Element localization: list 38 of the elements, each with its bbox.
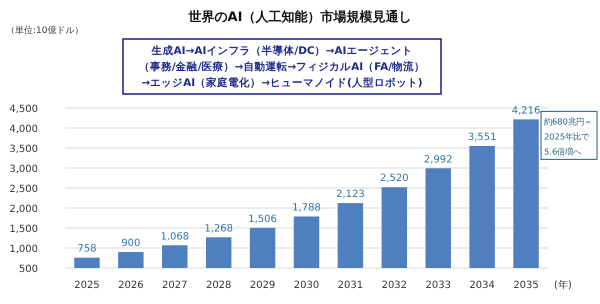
- data-label: 1,068: [160, 231, 190, 242]
- x-tick-label: 2034: [469, 280, 495, 291]
- data-label: 1,268: [204, 223, 233, 234]
- y-tick-label: 4,000: [9, 124, 38, 135]
- x-tick-label: 2032: [382, 280, 408, 291]
- x-axis-title: (年): [554, 279, 572, 291]
- data-label: 1,506: [248, 214, 277, 225]
- data-label: 3,551: [468, 132, 496, 143]
- text: →エッジAI（家庭電化）→ヒューマノイド(人型ロボット): [141, 76, 423, 89]
- y-tick-label: 4,500: [9, 104, 38, 115]
- data-label: 2,992: [424, 154, 453, 166]
- y-tick-label: 3,500: [9, 144, 38, 155]
- y-tick-label: 1,000: [9, 244, 38, 255]
- x-tick-label: 2025: [74, 280, 100, 291]
- text: （事務/金融/医療）→自動運転→フィジカルAI（FA/物流）: [138, 60, 426, 73]
- x-tick-label: 2031: [338, 280, 364, 291]
- x-tick-label: 2026: [118, 280, 144, 291]
- data-label: 900: [121, 238, 140, 249]
- data-label: 2,520: [380, 173, 409, 184]
- data-label: 1,788: [292, 202, 321, 214]
- x-tick-label: 2030: [294, 280, 320, 291]
- x-tick-label: 2033: [426, 280, 451, 291]
- y-tick-label: 2,500: [9, 184, 38, 195]
- y-tick-label: 3,000: [9, 164, 38, 175]
- y-tick-label: 500: [18, 264, 38, 275]
- x-tick-label: 2035: [513, 280, 539, 291]
- data-label: 4,216: [512, 105, 540, 116]
- data-label: 758: [77, 244, 96, 255]
- data-label: 2,123: [336, 189, 365, 200]
- text: （単位:10億ドル）: [6, 25, 84, 36]
- y-tick-label: 2,000: [9, 204, 38, 215]
- chart-title: 世界のAI（人工知能）市場規模見通し: [188, 9, 412, 25]
- text: 生成AI→AIインフラ（半導体/DC）→AIエージェント: [150, 44, 412, 57]
- annotation: 約680兆円＝ 2025年比で 5.6倍増へ: [544, 116, 592, 156]
- y-tick-label: 1,500: [9, 224, 38, 235]
- x-tick-label: 2028: [206, 280, 232, 291]
- x-tick-label: 2029: [250, 280, 276, 291]
- x-tick-label: 2027: [162, 280, 188, 291]
